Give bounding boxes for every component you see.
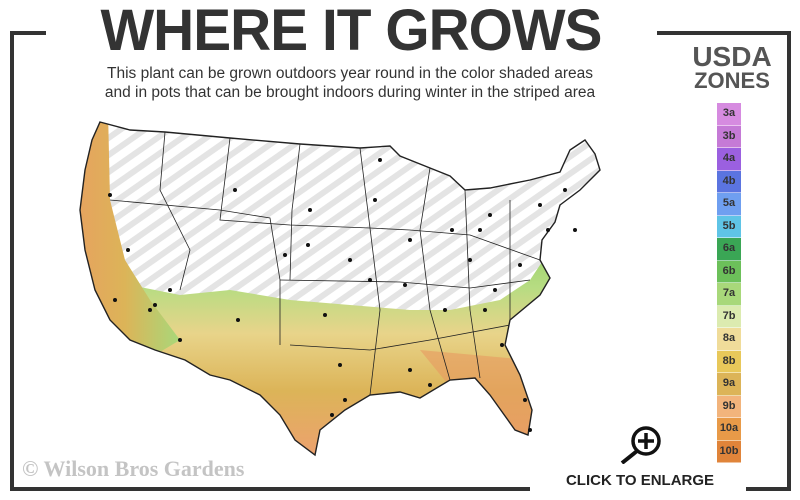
city-marker — [233, 188, 237, 192]
city-marker — [148, 308, 152, 312]
legend-zone-6a: 6a — [717, 238, 741, 261]
city-marker — [126, 248, 130, 252]
city-marker — [478, 228, 482, 232]
legend-zone-7a: 7a — [717, 283, 741, 306]
legend-zone-8b: 8b — [717, 350, 741, 373]
city-marker — [483, 308, 487, 312]
city-marker — [523, 398, 527, 402]
legend-zone-3b: 3b — [717, 125, 741, 148]
city-marker — [308, 208, 312, 212]
city-marker — [528, 428, 532, 432]
frame-right — [787, 31, 791, 491]
city-marker — [236, 318, 240, 322]
subtitle-line-2: and in pots that can be brought indoors … — [104, 84, 596, 101]
magnifier-plus-icon[interactable] — [618, 424, 664, 464]
legend-zone-5b: 5b — [717, 215, 741, 238]
legend-zone-4b: 4b — [717, 170, 741, 193]
city-markers — [108, 158, 577, 432]
legend-zone-10a: 10a — [717, 418, 741, 441]
city-marker — [348, 258, 352, 262]
city-marker — [368, 278, 372, 282]
city-marker — [443, 308, 447, 312]
city-marker — [500, 343, 504, 347]
legend-zone-6b: 6b — [717, 260, 741, 283]
city-marker — [450, 228, 454, 232]
city-marker — [428, 383, 432, 387]
map-regions — [80, 122, 600, 455]
legend-zone-4a: 4a — [717, 148, 741, 171]
city-marker — [546, 228, 550, 232]
city-marker — [283, 253, 287, 257]
city-marker — [153, 303, 157, 307]
frame-bottom-right — [746, 487, 791, 491]
city-marker — [573, 228, 577, 232]
city-marker — [343, 398, 347, 402]
subtitle: This plant can be grown outdoors year ro… — [40, 64, 660, 102]
city-marker — [403, 283, 407, 287]
city-marker — [408, 368, 412, 372]
frame-top-right — [657, 31, 791, 35]
city-marker — [108, 193, 112, 197]
frame-top-left — [10, 31, 46, 35]
city-marker — [538, 203, 542, 207]
us-zone-map[interactable] — [70, 110, 610, 460]
city-marker — [178, 338, 182, 342]
city-marker — [306, 243, 310, 247]
legend-zone-9b: 9b — [717, 395, 741, 418]
city-marker — [373, 198, 377, 202]
city-marker — [563, 188, 567, 192]
legend-zone-7b: 7b — [717, 305, 741, 328]
florida-warm-zone — [420, 350, 540, 455]
page-title: WHERE IT GROWS — [100, 0, 603, 63]
legend-zone-8a: 8a — [717, 328, 741, 351]
copyright-watermark: © Wilson Bros Gardens — [22, 456, 245, 481]
legend-zone-9a: 9a — [717, 373, 741, 396]
click-to-enlarge-button[interactable]: CLICK TO ENLARGE — [565, 472, 715, 489]
city-marker — [323, 313, 327, 317]
city-marker — [338, 363, 342, 367]
city-marker — [378, 158, 382, 162]
state-borders — [109, 131, 541, 396]
city-marker — [113, 298, 117, 302]
frame-left — [10, 31, 14, 491]
legend-title-line-2: ZONES — [694, 68, 770, 93]
legend-zone-10b: 10b — [717, 440, 741, 463]
legend-zone-3a: 3a — [717, 103, 741, 126]
subtitle-line-1: This plant can be grown outdoors year ro… — [107, 65, 593, 82]
city-marker — [168, 288, 172, 292]
city-marker — [493, 288, 497, 292]
city-marker — [408, 238, 412, 242]
legend-title: USDA ZONES — [672, 41, 792, 93]
city-marker — [518, 263, 522, 267]
city-marker — [488, 213, 492, 217]
zone-legend: 3a 3b 4a 4b 5a 5b 6a 6b 7a 7b 8a 8b 9a 9b 10a 10b — [717, 103, 741, 463]
legend-title-line-1: USDA — [692, 41, 772, 72]
legend-zone-5a: 5a — [717, 193, 741, 216]
city-marker — [468, 258, 472, 262]
city-marker — [330, 413, 334, 417]
frame-bottom-left — [10, 487, 530, 491]
